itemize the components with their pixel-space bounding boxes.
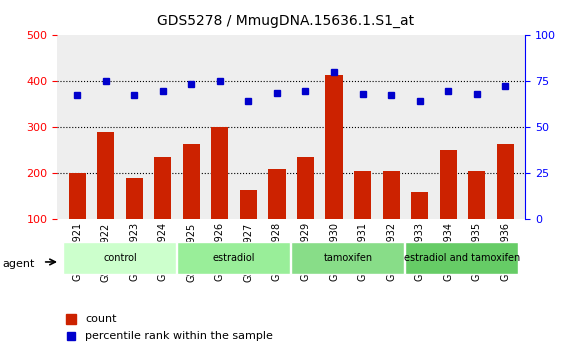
Text: GDS5278 / MmugDNA.15636.1.S1_at: GDS5278 / MmugDNA.15636.1.S1_at [157, 14, 414, 28]
FancyBboxPatch shape [63, 242, 176, 274]
Bar [211, 127, 228, 266]
Bar [183, 143, 200, 266]
Bar [440, 150, 457, 266]
Bar [411, 192, 428, 266]
Bar [354, 171, 371, 266]
Bar [383, 171, 400, 266]
Bar [297, 157, 314, 266]
Bar [468, 171, 485, 266]
Text: estradiol: estradiol [213, 253, 255, 263]
Text: estradiol and tamoxifen: estradiol and tamoxifen [404, 253, 521, 263]
Bar [240, 190, 257, 266]
Bar [97, 132, 114, 266]
FancyBboxPatch shape [405, 242, 518, 274]
Bar [268, 169, 286, 266]
Bar [69, 173, 86, 266]
Bar [154, 157, 171, 266]
FancyBboxPatch shape [177, 242, 290, 274]
Text: tamoxifen: tamoxifen [324, 253, 373, 263]
Text: percentile rank within the sample: percentile rank within the sample [85, 331, 273, 341]
FancyBboxPatch shape [291, 242, 404, 274]
Bar [497, 143, 514, 266]
Bar [126, 178, 143, 266]
Bar [325, 74, 343, 266]
Text: agent: agent [3, 259, 35, 269]
Text: control: control [103, 253, 137, 263]
Text: count: count [85, 314, 116, 324]
